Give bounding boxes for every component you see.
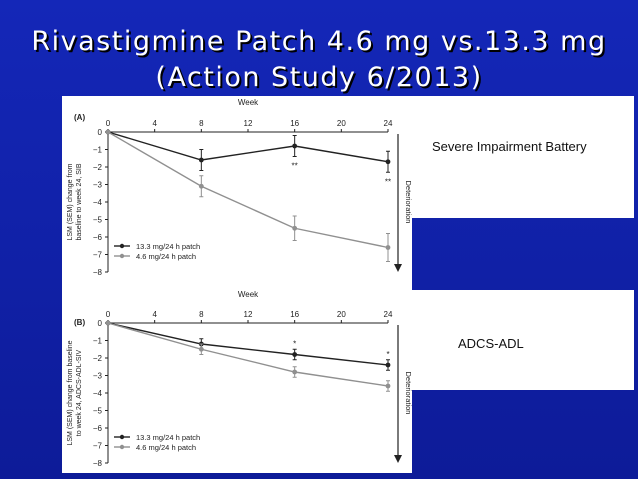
legend-swatch-marker [119, 253, 125, 259]
y-axis-title-line1: LSM (SEM) change from [67, 163, 74, 240]
deterioration-label: Deterioration [404, 181, 412, 224]
x-tick-label: 24 [384, 119, 393, 128]
significance-marker: * [293, 339, 296, 348]
data-point [385, 159, 391, 165]
data-point [385, 245, 391, 250]
significance-marker: ** [385, 177, 391, 186]
x-tick-label: 8 [199, 310, 204, 319]
y-tick-label: −6 [93, 424, 103, 433]
y-tick-label: 0 [98, 128, 103, 137]
note-box-bottom: ADCS-ADL [412, 290, 634, 390]
y-tick-label: −8 [93, 459, 103, 468]
figure-panel: (A) Week 0 4 8 12 16 20 24 0 −1 −2 −3 −4 −5 −6 −7 −8 LSM (… [62, 96, 413, 473]
x-tick-label: 4 [152, 310, 157, 319]
data-point [105, 129, 111, 135]
data-point [385, 383, 391, 389]
x-tick-label: 12 [244, 119, 253, 128]
data-point [292, 143, 298, 149]
x-tick-label: 16 [290, 119, 299, 128]
y-axis-title-line2: baseline to week 24, SIB [76, 163, 83, 240]
significance-marker: ** [292, 162, 298, 171]
panel-label: (A) [74, 113, 85, 122]
series-line-high-dose [107, 322, 389, 366]
x-tick-label: 20 [337, 119, 346, 128]
note-box-top: Severe Impairment Battery [412, 96, 634, 218]
y-tick-label: −6 [93, 233, 103, 242]
slide-title-line2: (Action Study 6/2013) [155, 62, 483, 93]
y-tick-label: −8 [93, 268, 103, 277]
legend-label: 13.3 mg/24 h patch [136, 242, 200, 251]
series-line-high-dose [107, 131, 389, 163]
x-axis-title: Week [238, 98, 259, 107]
slide-title-line1: Rivastigmine Patch 4.6 mg vs.13.3 mg [31, 26, 607, 57]
chart-panel-b: (B) Week 0 4 8 12 16 20 24 0 −1 −2 −3 −4 −5 −6 −7 −8 LSM (… [67, 290, 413, 468]
y-tick-label: −2 [93, 354, 103, 363]
y-tick-label: 0 [98, 319, 103, 328]
note-severe-impairment: Severe Impairment Battery [432, 139, 587, 154]
y-tick-label: −4 [93, 389, 103, 398]
significance-marker: * [386, 350, 389, 359]
figure-svg: (A) Week 0 4 8 12 16 20 24 0 −1 −2 −3 −4 −5 −6 −7 −8 LSM (… [67, 98, 413, 468]
y-tick-label: −4 [93, 198, 103, 207]
data-point [198, 183, 204, 189]
data-point [292, 352, 298, 357]
legend-label: 4.6 mg/24 h patch [136, 443, 196, 452]
data-point [105, 320, 111, 326]
data-point [292, 369, 298, 375]
deterioration-arrow-head [394, 455, 402, 463]
x-tick-label: 20 [337, 310, 346, 319]
x-tick-label: 8 [199, 119, 204, 128]
x-tick-label: 16 [290, 310, 299, 319]
deterioration-arrow-head [394, 264, 402, 272]
y-tick-label: −2 [93, 163, 103, 172]
deterioration-label: Deterioration [404, 372, 412, 415]
legend-swatch-marker [119, 434, 125, 440]
data-point [385, 362, 391, 368]
data-point [198, 346, 204, 352]
y-tick-label: −5 [93, 216, 103, 225]
x-tick-label: 4 [152, 119, 157, 128]
data-point [292, 225, 298, 231]
series-line-low-dose [107, 322, 389, 387]
chart-panel-a: (A) Week 0 4 8 12 16 20 24 0 −1 −2 −3 −4 −5 −6 −7 −8 LSM (… [67, 98, 413, 277]
x-tick-label: 0 [106, 310, 111, 319]
legend-swatch-marker [119, 243, 125, 249]
panel-label: (B) [74, 318, 85, 327]
data-point [198, 157, 204, 163]
y-axis-title-line2: to week 24, ADCS-ADL-SIV [76, 349, 83, 436]
x-tick-label: 12 [244, 310, 253, 319]
y-tick-label: −3 [93, 372, 103, 381]
y-tick-label: −7 [93, 251, 103, 260]
note-adcs-adl: ADCS-ADL [458, 336, 524, 351]
x-axis-title: Week [238, 290, 259, 299]
y-tick-label: −3 [93, 181, 103, 190]
x-tick-label: 0 [106, 119, 111, 128]
y-tick-label: −5 [93, 407, 103, 416]
y-tick-label: −1 [93, 146, 103, 155]
legend-label: 4.6 mg/24 h patch [136, 252, 196, 261]
legend-swatch-marker [119, 444, 125, 450]
y-axis-title-line1: LSM (SEM) change from baseline [67, 340, 74, 445]
legend-label: 13.3 mg/24 h patch [136, 433, 200, 442]
series-line-low-dose [107, 131, 389, 249]
y-tick-label: −1 [93, 337, 103, 346]
y-tick-label: −7 [93, 442, 103, 451]
x-tick-label: 24 [384, 310, 393, 319]
